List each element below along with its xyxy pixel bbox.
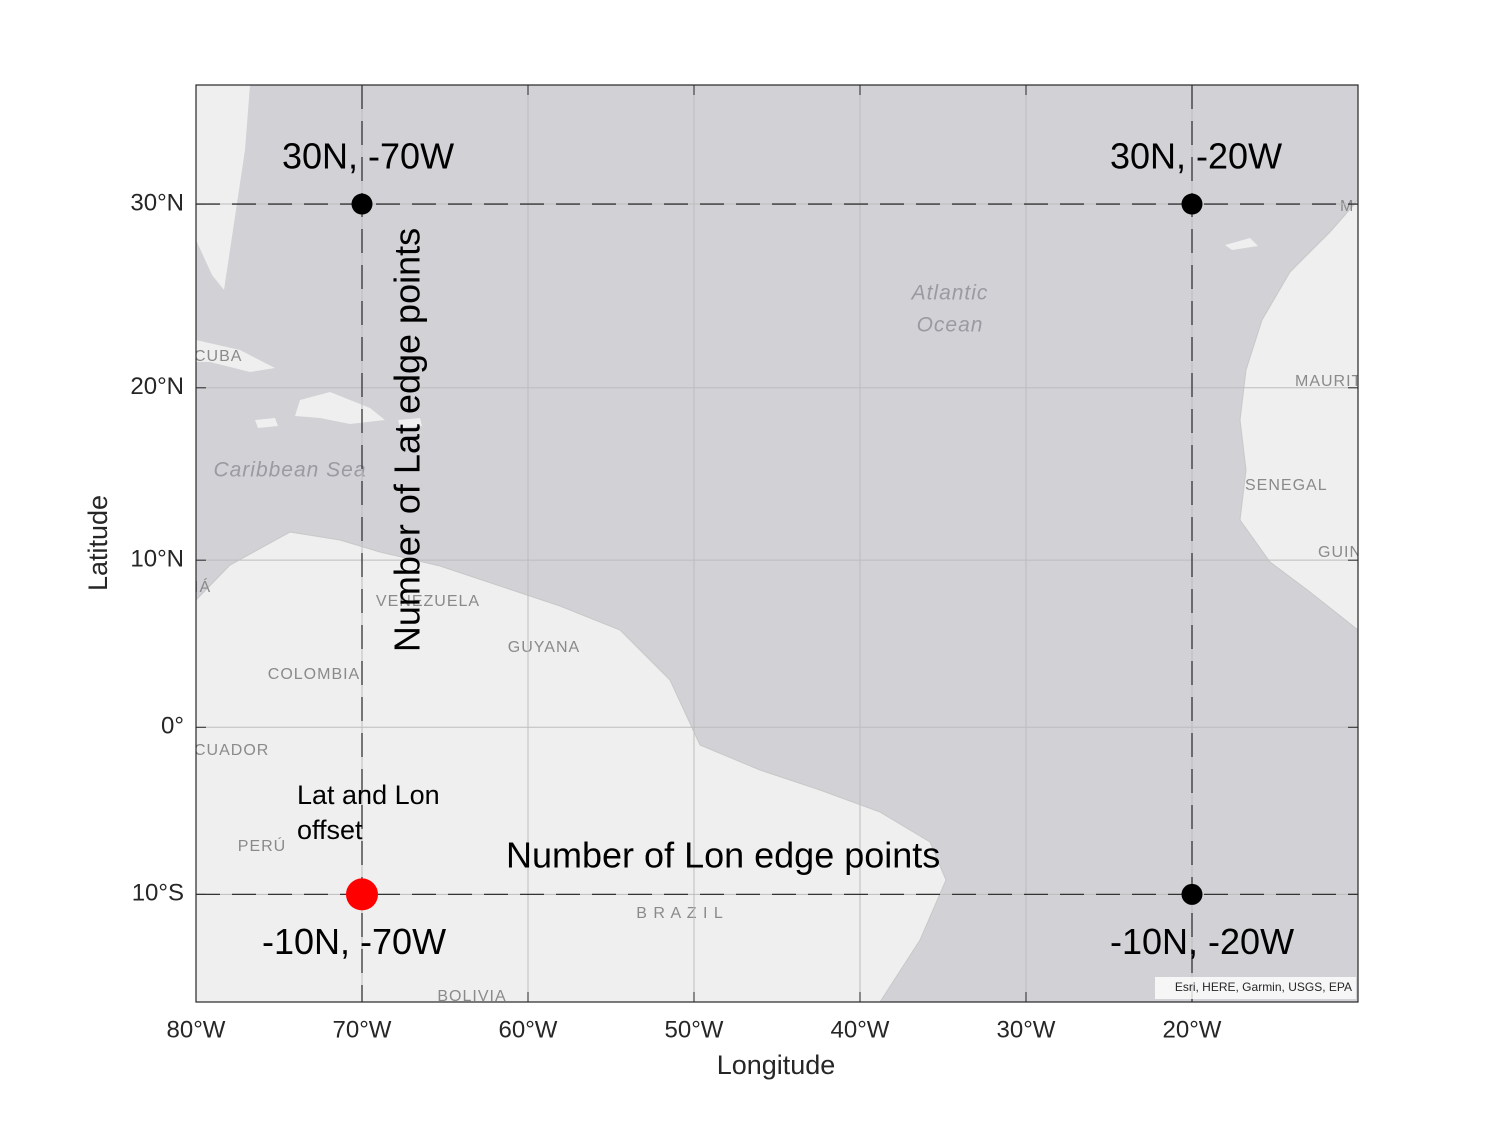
axes-box [195, 84, 1359, 1003]
point [346, 878, 378, 911]
basemap: Atlantic Ocean Caribbean Sea CUBA VENEZUELA G… [194, 85, 1362, 1005]
map-label: Atlantic [910, 282, 989, 305]
x-tick-label: 20°W [1163, 1016, 1222, 1043]
x-tick-label: 60°W [499, 1016, 558, 1043]
map-label: SENEGAL [1245, 477, 1328, 494]
map-label: Caribbean Sea [213, 459, 366, 482]
map-label: GUYANA [508, 639, 580, 656]
map-label: IÁ [194, 577, 211, 596]
point-label: 30N, -70W [282, 136, 454, 177]
map-label: CUADOR [194, 742, 269, 759]
x-axis-title: Longitude [717, 1050, 836, 1080]
y-tick-label: 30°N [130, 189, 184, 216]
offset-annotation: Lat and Lon [297, 780, 440, 810]
x-tick-label: 40°W [831, 1016, 890, 1043]
x-tick-label: 30°W [997, 1016, 1056, 1043]
map-label: Ocean [917, 314, 984, 337]
y-tick-label: 20°N [130, 373, 184, 400]
map-label: PERÚ [238, 836, 286, 855]
ticks: 80°W 70°W 60°W 50°W 40°W 30°W 20°W 10°S 0° 10°N 20… [130, 85, 1358, 1043]
map-label: CUBA [194, 348, 242, 365]
point-label: -10N, -70W [262, 921, 446, 962]
land-jamaica [255, 418, 278, 428]
lat-edge-annotation: Number of Lat edge points [387, 228, 428, 652]
attribution-bg [1155, 977, 1356, 999]
y-tick-label: 0° [161, 713, 184, 740]
land-puerto-rico [398, 418, 422, 428]
map-label: VENEZUELA [376, 593, 480, 610]
x-tick-label: 50°W [665, 1016, 724, 1043]
point [1181, 193, 1203, 215]
land-south-america [196, 531, 947, 1002]
map-label: MAURIT [1295, 373, 1362, 390]
attribution: Esri, HERE, Garmin, USGS, EPA [1175, 980, 1352, 994]
point [351, 193, 373, 215]
point-label: -10N, -20W [1110, 921, 1294, 962]
y-axis-title: Latitude [83, 495, 113, 591]
offset-annotation: offset [297, 815, 363, 845]
point [1181, 883, 1203, 905]
x-tick-label: 80°W [167, 1016, 226, 1043]
land-africa [1239, 199, 1358, 631]
land-florida [196, 85, 250, 290]
lon-edge-annotation: Number of Lon edge points [506, 835, 940, 876]
land-canaries [1225, 238, 1258, 250]
map-label: BOLIVIA [437, 988, 506, 1005]
map-label: COLOMBIA [268, 666, 360, 683]
edge-lines [196, 85, 1358, 1002]
y-tick-label: 10°N [130, 546, 184, 573]
point-label: 30N, -20W [1110, 136, 1282, 177]
y-tick-label: 10°S [132, 880, 184, 907]
map-label: GUIN [1318, 544, 1362, 561]
points: 30N, -70W 30N, -20W -10N, -20W -10N, -70W [262, 136, 1294, 962]
land-cuba [196, 340, 275, 372]
map-label: B R A Z I L [636, 905, 723, 922]
x-tick-label: 70°W [333, 1016, 392, 1043]
map-label: M [1340, 198, 1354, 215]
